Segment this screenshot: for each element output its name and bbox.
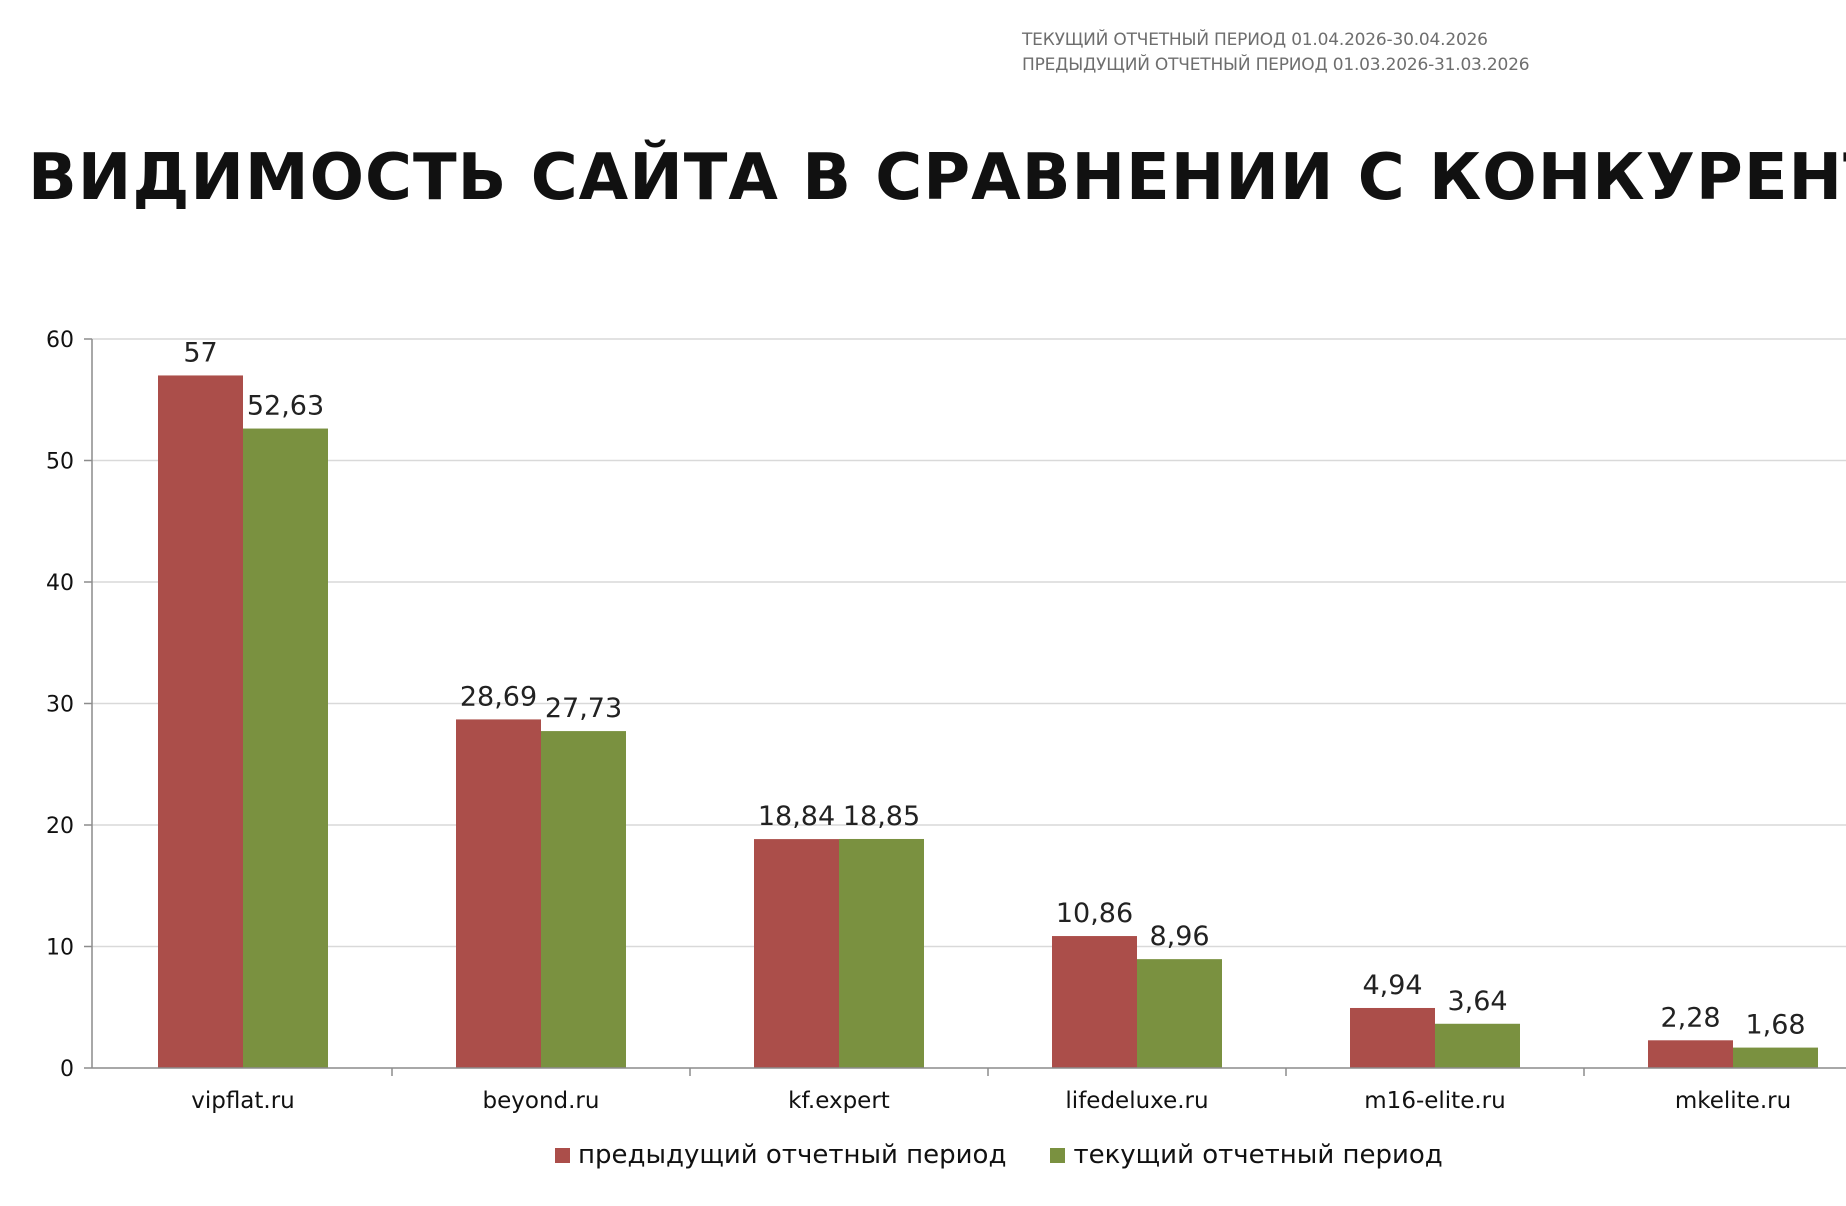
bar-previous [1648, 1040, 1733, 1068]
chart-title: ВИДИМОСТЬ САЙТА В СРАВНЕНИИ С КОНКУРЕНТА… [28, 141, 1846, 215]
bar-current [1733, 1047, 1818, 1068]
category-label: mkelite.ru [1675, 1088, 1791, 1114]
bar-previous [456, 719, 541, 1068]
bar-current [1137, 959, 1222, 1068]
bar-current [1435, 1023, 1520, 1068]
data-label-previous: 4,94 [1362, 970, 1422, 1001]
data-label-previous: 10,86 [1056, 898, 1133, 929]
data-label-current: 1,68 [1745, 1010, 1805, 1041]
previous-period-text: ПРЕДЫДУЩИЙ ОТЧЕТНЫЙ ПЕРИОД 01.03.2026-31… [1022, 55, 1530, 75]
bar-current [839, 838, 924, 1068]
data-label-previous: 28,69 [460, 681, 537, 712]
y-tick-label: 60 [46, 328, 74, 353]
category-label: kf.expert [788, 1088, 890, 1114]
data-label-current: 52,63 [247, 391, 324, 422]
y-tick-label: 10 [46, 936, 74, 961]
legend-swatch-current [1050, 1147, 1066, 1163]
y-tick-label: 50 [46, 450, 74, 475]
data-label-current: 3,64 [1447, 986, 1507, 1017]
legend-swatch-previous [555, 1147, 570, 1163]
legend-label-previous: предыдущий отчетный период [578, 1140, 1007, 1170]
data-label-current: 27,73 [545, 693, 622, 724]
legend: предыдущий отчетный период текущий отчет… [555, 1140, 1487, 1170]
y-tick-label: 0 [60, 1057, 74, 1082]
y-tick-label: 40 [46, 571, 74, 596]
bar-previous [754, 839, 839, 1068]
period-info: ТЕКУЩИЙ ОТЧЕТНЫЙ ПЕРИОД 01.04.2026-30.04… [1022, 28, 1530, 78]
bar-current [541, 731, 626, 1068]
category-label: m16-elite.ru [1364, 1088, 1505, 1114]
data-label-previous: 2,28 [1660, 1002, 1720, 1033]
category-label: lifedeluxe.ru [1065, 1088, 1208, 1114]
data-label-previous: 57 [183, 337, 217, 368]
y-tick-label: 20 [46, 814, 74, 839]
bar-previous [1052, 936, 1137, 1068]
bar-previous [1350, 1007, 1435, 1068]
data-label-previous: 18,84 [758, 801, 835, 832]
legend-item-current: текущий отчетный период [1050, 1140, 1443, 1170]
bar-current [243, 428, 328, 1068]
data-label-current: 18,85 [843, 801, 920, 832]
bar-previous [158, 375, 243, 1068]
legend-label-current: текущий отчетный период [1073, 1140, 1443, 1170]
data-label-current: 8,96 [1149, 921, 1209, 952]
y-tick-label: 30 [46, 693, 74, 718]
legend-item-previous: предыдущий отчетный период [555, 1140, 1006, 1170]
category-label: vipflat.ru [191, 1088, 295, 1114]
category-label: beyond.ru [483, 1088, 600, 1114]
current-period-text: ТЕКУЩИЙ ОТЧЕТНЫЙ ПЕРИОД 01.04.2026-30.04… [1022, 30, 1488, 50]
